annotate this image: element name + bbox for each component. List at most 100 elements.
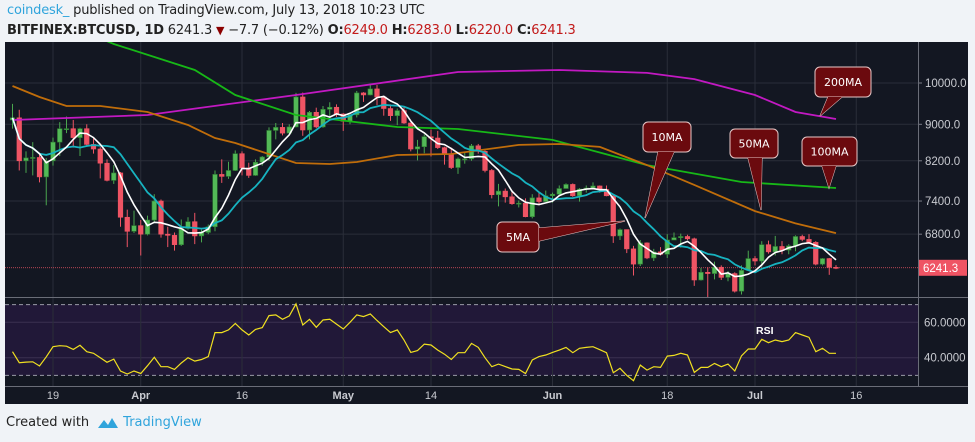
time-tick-label: 16 <box>850 390 862 402</box>
candle-body <box>43 160 49 178</box>
candle <box>131 210 137 234</box>
candle-body <box>30 157 36 159</box>
candle-body <box>799 236 805 240</box>
high-value: 6283.0 <box>407 23 452 38</box>
candle-body <box>239 153 245 169</box>
candle-body <box>131 225 137 232</box>
candle-body <box>23 157 29 162</box>
candle <box>563 183 569 189</box>
candle-body <box>360 92 367 96</box>
publish-info: published on TradingView.com, July 13, 2… <box>73 3 425 18</box>
candle <box>826 257 832 275</box>
candle <box>759 241 765 267</box>
callout-200ma <box>814 66 872 117</box>
candle-body <box>36 157 43 178</box>
candle-body <box>792 236 799 247</box>
down-triangle-icon: ▼ <box>216 24 225 37</box>
candle-body <box>732 273 738 292</box>
candle-body <box>185 221 191 229</box>
candle-body <box>273 127 279 131</box>
callout-pointer-fill <box>539 221 625 241</box>
candle-body <box>104 162 110 181</box>
time-tick-label: 18 <box>661 390 673 402</box>
time-tick-label: 19 <box>47 390 59 402</box>
time-tick-label: Jun <box>543 390 563 402</box>
candle <box>414 139 421 161</box>
last-price: 6241.3 <box>167 23 213 38</box>
time-tick-label: 16 <box>236 390 248 402</box>
candle <box>799 234 805 242</box>
author-link[interactable]: coindesk_ <box>7 3 70 18</box>
time-tick-label: Apr <box>131 390 151 402</box>
candle <box>219 159 225 183</box>
candle-body <box>124 216 130 232</box>
callout-10ma <box>642 121 692 219</box>
candle <box>300 92 306 136</box>
candle-body <box>570 184 576 197</box>
candle-body <box>698 271 704 281</box>
callout-100ma <box>801 136 858 190</box>
candle <box>117 171 124 227</box>
created-with: Created with <box>6 415 90 430</box>
candle-body <box>225 170 232 177</box>
ma50-line <box>12 85 837 234</box>
candle-body <box>448 153 454 168</box>
candle <box>212 170 218 232</box>
candle-body <box>158 200 164 235</box>
symbol-line: BITFINEX:BTCUSD, 1D 6241.3 ▼ −7.7 (−0.12… <box>7 23 576 38</box>
candle-body <box>624 229 630 250</box>
candle <box>819 257 826 266</box>
candle <box>833 265 839 270</box>
candle-body <box>509 196 515 204</box>
time-tick-label: 14 <box>425 390 437 402</box>
candle <box>279 122 286 136</box>
candle <box>664 234 670 258</box>
tradingview-link[interactable]: TradingView <box>97 415 202 430</box>
candle-body <box>536 197 542 202</box>
candle-body <box>333 106 340 115</box>
candle <box>536 192 542 206</box>
callout-50ma <box>729 128 779 211</box>
candle <box>394 108 400 126</box>
candle-body <box>833 267 839 269</box>
candle-body <box>63 128 70 130</box>
candle-body <box>617 229 623 237</box>
candle <box>455 157 461 174</box>
candle-body <box>374 88 380 98</box>
callout-label: 50MA <box>738 138 769 151</box>
candle-body <box>232 153 238 171</box>
candle <box>23 151 29 173</box>
candle-body <box>84 128 90 145</box>
candle-body <box>313 111 319 128</box>
candle <box>421 134 427 154</box>
candle <box>387 104 394 121</box>
candle-body <box>252 161 259 176</box>
candle <box>84 124 90 147</box>
price-tick-label: 9000.0 <box>925 119 960 131</box>
candle-body <box>489 170 495 196</box>
candle-body <box>259 156 265 163</box>
rsi-line <box>11 302 836 382</box>
ma200-line <box>12 69 837 121</box>
candle-body <box>482 151 488 171</box>
candle-body <box>819 258 826 265</box>
price-pane <box>5 42 918 297</box>
candle <box>509 190 515 205</box>
candle-body <box>138 225 144 235</box>
candle <box>570 183 576 197</box>
candle-body <box>327 106 333 110</box>
candle-body <box>522 202 529 218</box>
candle-body <box>300 96 306 131</box>
candle <box>752 256 758 266</box>
candle <box>43 157 49 206</box>
candle-body <box>57 128 63 143</box>
candle <box>738 265 745 295</box>
candle <box>252 159 259 176</box>
price-tick-label: 7400.0 <box>925 196 960 208</box>
candle-body <box>367 88 373 96</box>
rsi-band <box>5 304 918 376</box>
candle-body <box>752 258 758 262</box>
candle-body <box>151 200 157 221</box>
